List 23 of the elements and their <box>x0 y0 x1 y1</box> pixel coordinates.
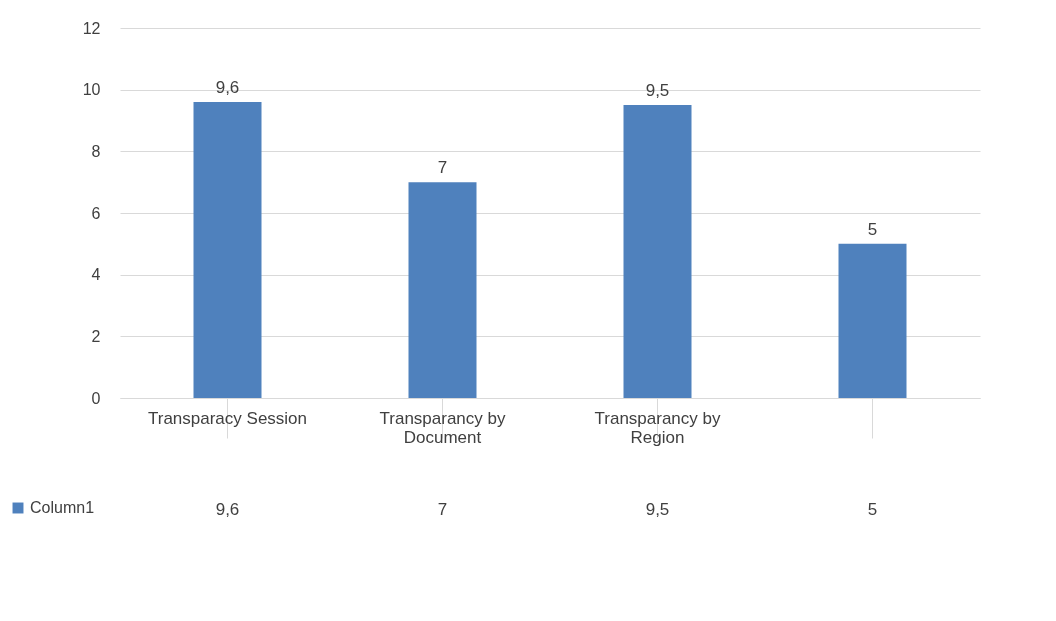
x-tick-label: Transparancy by Document <box>379 408 506 447</box>
data-label: 5 <box>867 500 878 519</box>
x-tick-label: Transparancy by Region <box>594 408 721 447</box>
text: 5 <box>867 219 878 239</box>
data-label: 7 <box>437 500 448 519</box>
bar <box>838 243 907 398</box>
bar <box>193 102 262 398</box>
bar <box>408 182 477 398</box>
y-tick-label: 12 <box>82 19 101 37</box>
y-tick-label: 6 <box>91 204 101 222</box>
data-label: 9,6 <box>215 500 240 519</box>
text: 7 <box>437 158 448 178</box>
y-tick-label: 10 <box>82 81 101 99</box>
bar <box>623 105 692 398</box>
text: 9,6 <box>215 78 240 97</box>
y-tick-label: 2 <box>91 327 101 345</box>
text: 9,5 <box>645 81 670 101</box>
data-label: 9,5 <box>645 500 670 519</box>
y-tick-label: 8 <box>91 142 101 160</box>
legend-label: Column1 <box>30 499 95 516</box>
y-tick-label: 0 <box>91 389 101 407</box>
x-tick-label: Transparacy Session <box>147 408 308 428</box>
y-tick-label: 4 <box>91 266 101 284</box>
